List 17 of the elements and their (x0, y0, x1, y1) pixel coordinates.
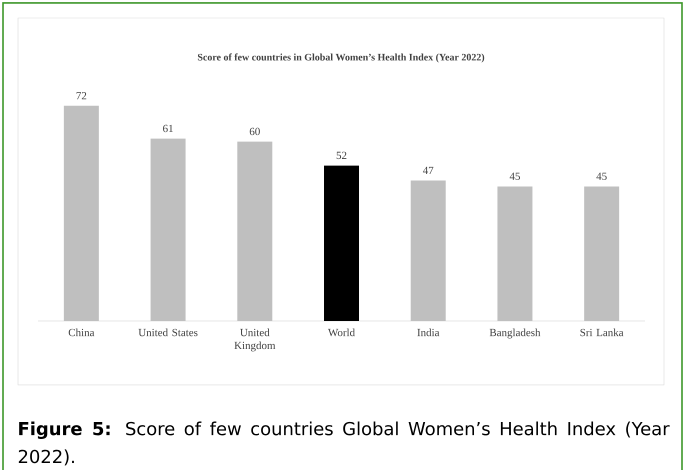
data-label: 52 (336, 152, 346, 160)
x-tick-label: United States (138, 328, 198, 336)
data-label: 72 (76, 92, 86, 100)
bar (324, 166, 360, 321)
chart-title: Score of few countries in Global Women’s Health Index (Year 2022) (198, 53, 484, 63)
x-tick-label: China (68, 328, 94, 336)
x-tick-label: United Kingdom (234, 328, 276, 352)
x-tick-label: India (417, 328, 440, 336)
x-tick-label: Bangladesh (490, 328, 540, 338)
data-label: 61 (163, 124, 173, 132)
data-label: 45 (596, 172, 607, 180)
data-label: 47 (422, 166, 434, 174)
text: Figure 5: Score of few countries Global Women’s Health Index (Year 2022). (18, 422, 670, 466)
x-tick-label: Sri Lanka (580, 328, 624, 336)
data-label: 60 (250, 128, 260, 136)
x-tick-label: World (328, 328, 355, 336)
data-label: 45 (510, 172, 520, 180)
